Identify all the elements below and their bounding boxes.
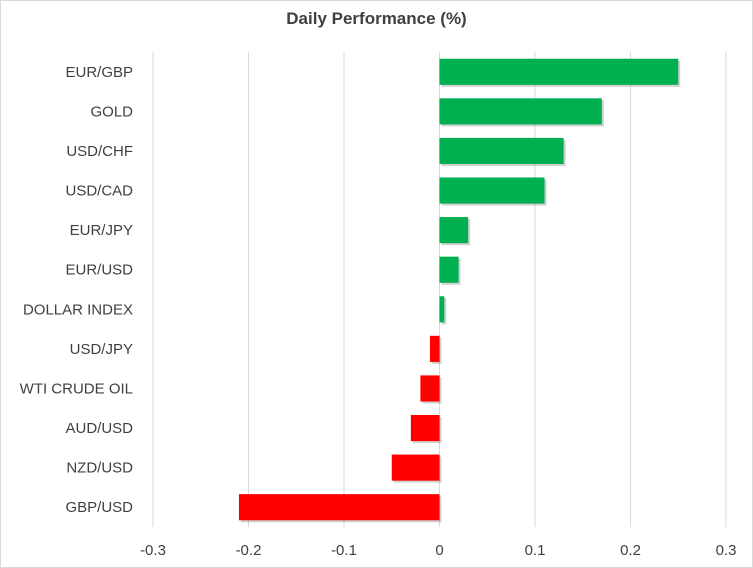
category-label: USD/CAD [65, 183, 133, 200]
category-label: USD/JPY [70, 341, 133, 358]
category-label: EUR/JPY [70, 222, 133, 239]
category-label: USD/CHF [66, 143, 133, 160]
category-label: GOLD [90, 103, 133, 120]
category-label: NZD/USD [66, 460, 133, 477]
x-tick-label: 0.2 [620, 542, 641, 559]
x-tick-label: 0.3 [716, 542, 737, 559]
bars [238, 58, 681, 523]
bar [439, 137, 564, 165]
x-tick-label: -0.3 [140, 542, 166, 559]
category-label: AUD/USD [65, 420, 133, 437]
bar [439, 217, 469, 244]
x-tick-labels: -0.3 -0.2 -0.1 0 0.1 0.2 0.3 [140, 542, 736, 559]
category-label: EUR/USD [65, 262, 133, 279]
bar [439, 98, 602, 125]
category-label: WTI CRUDE OIL [20, 380, 133, 397]
category-label: DOLLAR INDEX [23, 301, 133, 318]
category-label: EUR/GBP [65, 64, 133, 81]
x-tick-label: 0 [435, 542, 443, 559]
bar [238, 494, 440, 521]
chart-title: Daily Performance (%) [286, 9, 467, 28]
x-tick-label: -0.1 [331, 542, 357, 559]
bar [420, 375, 440, 402]
category-labels: EUR/GBP GOLD USD/CHF USD/CAD EUR/JPY EUR/USD D… [20, 64, 134, 516]
category-label: GBP/USD [65, 499, 133, 516]
bar [429, 335, 440, 362]
gridlines [152, 52, 727, 527]
bar [439, 177, 545, 204]
bar [439, 256, 459, 283]
bar [391, 454, 440, 481]
x-tick-label: -0.2 [236, 542, 262, 559]
bar [410, 414, 440, 442]
x-tick-label: 0.1 [525, 542, 546, 559]
bar [439, 58, 679, 85]
bar [439, 296, 445, 323]
